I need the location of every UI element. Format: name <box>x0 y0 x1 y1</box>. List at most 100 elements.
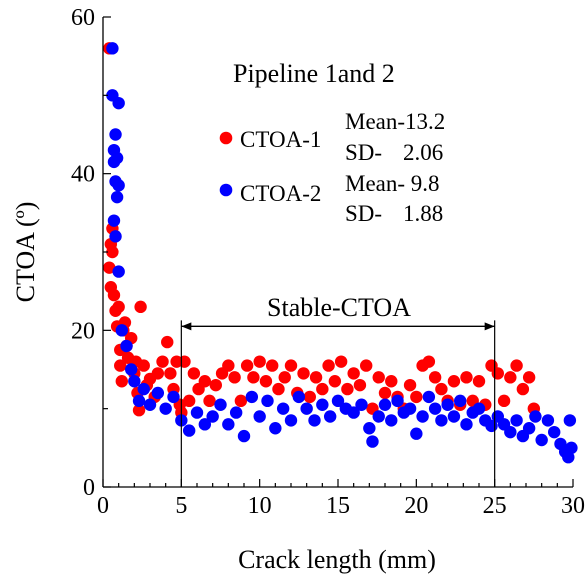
data-point-ctoa-1 <box>278 371 291 384</box>
data-point-ctoa-1 <box>422 355 436 368</box>
data-point-ctoa-1 <box>137 359 150 372</box>
data-point-ctoa-1 <box>297 367 310 380</box>
data-point-ctoa-1 <box>522 371 536 384</box>
data-point-ctoa-2 <box>159 402 172 415</box>
x-axis-label: Crack length (mm) <box>238 545 436 574</box>
data-point-ctoa-1 <box>253 355 266 368</box>
y-axis-label: CTOA (º) <box>11 202 40 303</box>
data-point-ctoa-1 <box>182 394 196 408</box>
x-tick-label: 0 <box>97 493 109 519</box>
data-point-ctoa-1 <box>497 394 511 408</box>
data-point-ctoa-1 <box>472 375 486 388</box>
data-point-ctoa-1 <box>114 359 127 372</box>
plot-area <box>103 42 578 464</box>
data-point-ctoa-1 <box>316 382 329 396</box>
data-point-ctoa-2 <box>510 414 523 427</box>
data-point-ctoa-2 <box>107 214 121 227</box>
data-point-ctoa-2 <box>548 425 561 439</box>
data-point-ctoa-1 <box>228 371 241 384</box>
data-point-ctoa-1 <box>151 367 165 380</box>
data-point-ctoa-1 <box>303 390 316 404</box>
data-point-ctoa-2 <box>441 398 454 411</box>
data-point-ctoa-1 <box>164 367 177 380</box>
data-point-ctoa-1 <box>106 245 119 259</box>
data-point-ctoa-1 <box>428 371 442 384</box>
data-point-ctoa-1 <box>378 386 392 400</box>
ctoa-2-sd-value: 1.88 <box>403 201 443 226</box>
data-point-ctoa-2 <box>120 339 133 353</box>
data-point-ctoa-1 <box>309 371 323 384</box>
ctoa-2-mean: Mean- 9.8 <box>345 171 440 196</box>
data-point-ctoa-2 <box>115 324 128 337</box>
data-point-ctoa-2 <box>237 429 251 443</box>
data-point-ctoa-2 <box>167 390 180 404</box>
legend-marker-ctoa-2 <box>219 183 233 197</box>
data-point-ctoa-1 <box>209 378 222 392</box>
data-point-ctoa-2 <box>410 427 423 440</box>
legend-label-ctoa-2: CTOA-2 <box>240 181 321 206</box>
data-point-ctoa-2 <box>137 382 150 396</box>
data-point-ctoa-1 <box>322 359 335 372</box>
data-point-ctoa-1 <box>341 382 354 396</box>
data-point-ctoa-2 <box>198 418 212 431</box>
data-point-ctoa-2 <box>109 230 122 243</box>
x-axis: 0 5 10 15 20 25 30 <box>97 479 585 519</box>
data-point-ctoa-2 <box>253 410 266 423</box>
data-point-ctoa-1 <box>115 375 128 388</box>
data-point-ctoa-2 <box>261 394 274 408</box>
data-point-ctoa-2 <box>151 386 165 400</box>
x-tick-label: 5 <box>175 493 187 519</box>
data-point-ctoa-1 <box>353 378 367 392</box>
data-point-ctoa-2 <box>363 422 376 435</box>
x-tick-label: 20 <box>404 493 428 519</box>
data-point-ctoa-1 <box>460 371 473 384</box>
y-axis: 0 20 40 60 <box>71 5 111 501</box>
data-point-ctoa-2 <box>422 390 436 404</box>
data-point-ctoa-1 <box>247 371 260 384</box>
data-point-ctoa-1 <box>284 359 298 372</box>
data-point-ctoa-2 <box>504 425 517 439</box>
data-point-ctoa-2 <box>292 390 306 404</box>
data-point-ctoa-1 <box>360 359 373 372</box>
data-point-ctoa-2 <box>562 451 575 464</box>
data-point-ctoa-1 <box>203 394 216 408</box>
data-point-ctoa-1 <box>334 355 348 368</box>
data-point-ctoa-2 <box>106 42 119 55</box>
data-point-ctoa-2 <box>110 151 124 165</box>
data-point-ctoa-1 <box>510 359 523 372</box>
data-point-ctoa-2 <box>112 96 125 110</box>
data-point-ctoa-2 <box>128 375 141 388</box>
data-point-ctoa-1 <box>259 375 273 388</box>
data-point-ctoa-2 <box>109 128 122 141</box>
data-point-ctoa-2 <box>125 363 138 376</box>
stable-ctoa-arrowhead-right <box>484 322 495 331</box>
data-point-ctoa-2 <box>529 410 542 423</box>
data-point-ctoa-2 <box>276 402 290 415</box>
data-point-ctoa-2 <box>229 406 243 419</box>
data-point-ctoa-2 <box>245 390 259 404</box>
data-point-ctoa-2 <box>428 402 442 415</box>
data-point-ctoa-2 <box>435 414 448 427</box>
data-point-ctoa-1 <box>266 359 279 372</box>
data-point-ctoa-1 <box>107 288 121 302</box>
data-point-ctoa-2 <box>206 410 219 423</box>
ctoa-1-sd-label: SD- <box>345 140 382 165</box>
data-point-ctoa-2 <box>300 402 313 415</box>
ctoa-2-sd-label: SD- <box>345 201 382 226</box>
data-point-ctoa-2 <box>316 398 329 411</box>
data-point-ctoa-2 <box>447 410 461 423</box>
data-point-ctoa-2 <box>378 398 392 411</box>
data-point-ctoa-1 <box>234 394 248 408</box>
data-point-ctoa-2 <box>403 402 417 415</box>
x-tick-label: 25 <box>483 493 507 519</box>
data-point-ctoa-1 <box>504 371 517 384</box>
data-point-ctoa-1 <box>385 375 398 388</box>
data-point-ctoa-2 <box>182 424 196 437</box>
data-point-ctoa-2 <box>563 414 577 427</box>
x-tick-label: 10 <box>248 493 272 519</box>
data-point-ctoa-1 <box>240 359 254 372</box>
legend-marker-ctoa-1 <box>219 131 233 145</box>
data-point-ctoa-1 <box>178 355 191 368</box>
data-point-ctoa-2 <box>565 441 578 455</box>
data-point-ctoa-2 <box>214 398 227 411</box>
